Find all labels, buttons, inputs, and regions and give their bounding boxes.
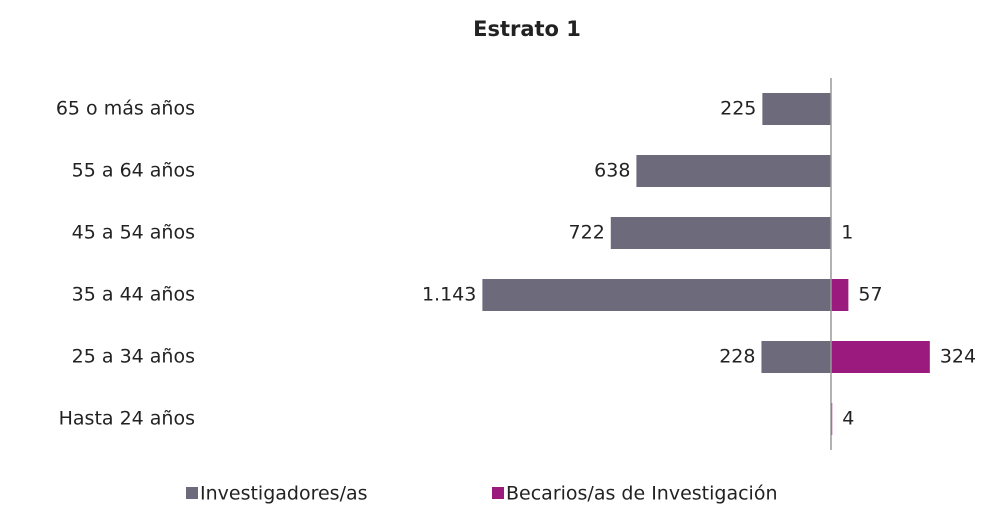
data-label: 1.143 (422, 284, 476, 306)
category-label: 25 a 34 años (72, 346, 195, 368)
legend-label: Investigadores/as (200, 483, 368, 505)
data-label: 722 (569, 222, 605, 244)
bar (831, 341, 930, 373)
data-label: 57 (858, 284, 882, 306)
legend-swatch (186, 487, 198, 499)
data-label: 324 (940, 346, 976, 368)
category-label: 45 a 54 años (72, 222, 195, 244)
category-label: 65 o más años (56, 98, 195, 120)
category-label: 35 a 44 años (72, 284, 195, 306)
legend-swatch (492, 487, 504, 499)
data-label: 228 (719, 346, 755, 368)
bar (610, 217, 831, 249)
bar (636, 155, 831, 187)
data-label: 638 (594, 160, 630, 182)
bar (482, 279, 831, 311)
bar (831, 279, 849, 311)
category-label: 55 a 64 años (72, 160, 195, 182)
legend-label: Becarios/as de Investigación (506, 483, 778, 505)
data-label: 225 (720, 98, 756, 120)
category-label: Hasta 24 años (59, 408, 195, 430)
chart-title: Estrato 1 (473, 17, 581, 41)
data-label: 4 (842, 408, 854, 430)
bar (762, 93, 831, 125)
bar (761, 341, 831, 373)
data-label: 1 (841, 222, 853, 244)
